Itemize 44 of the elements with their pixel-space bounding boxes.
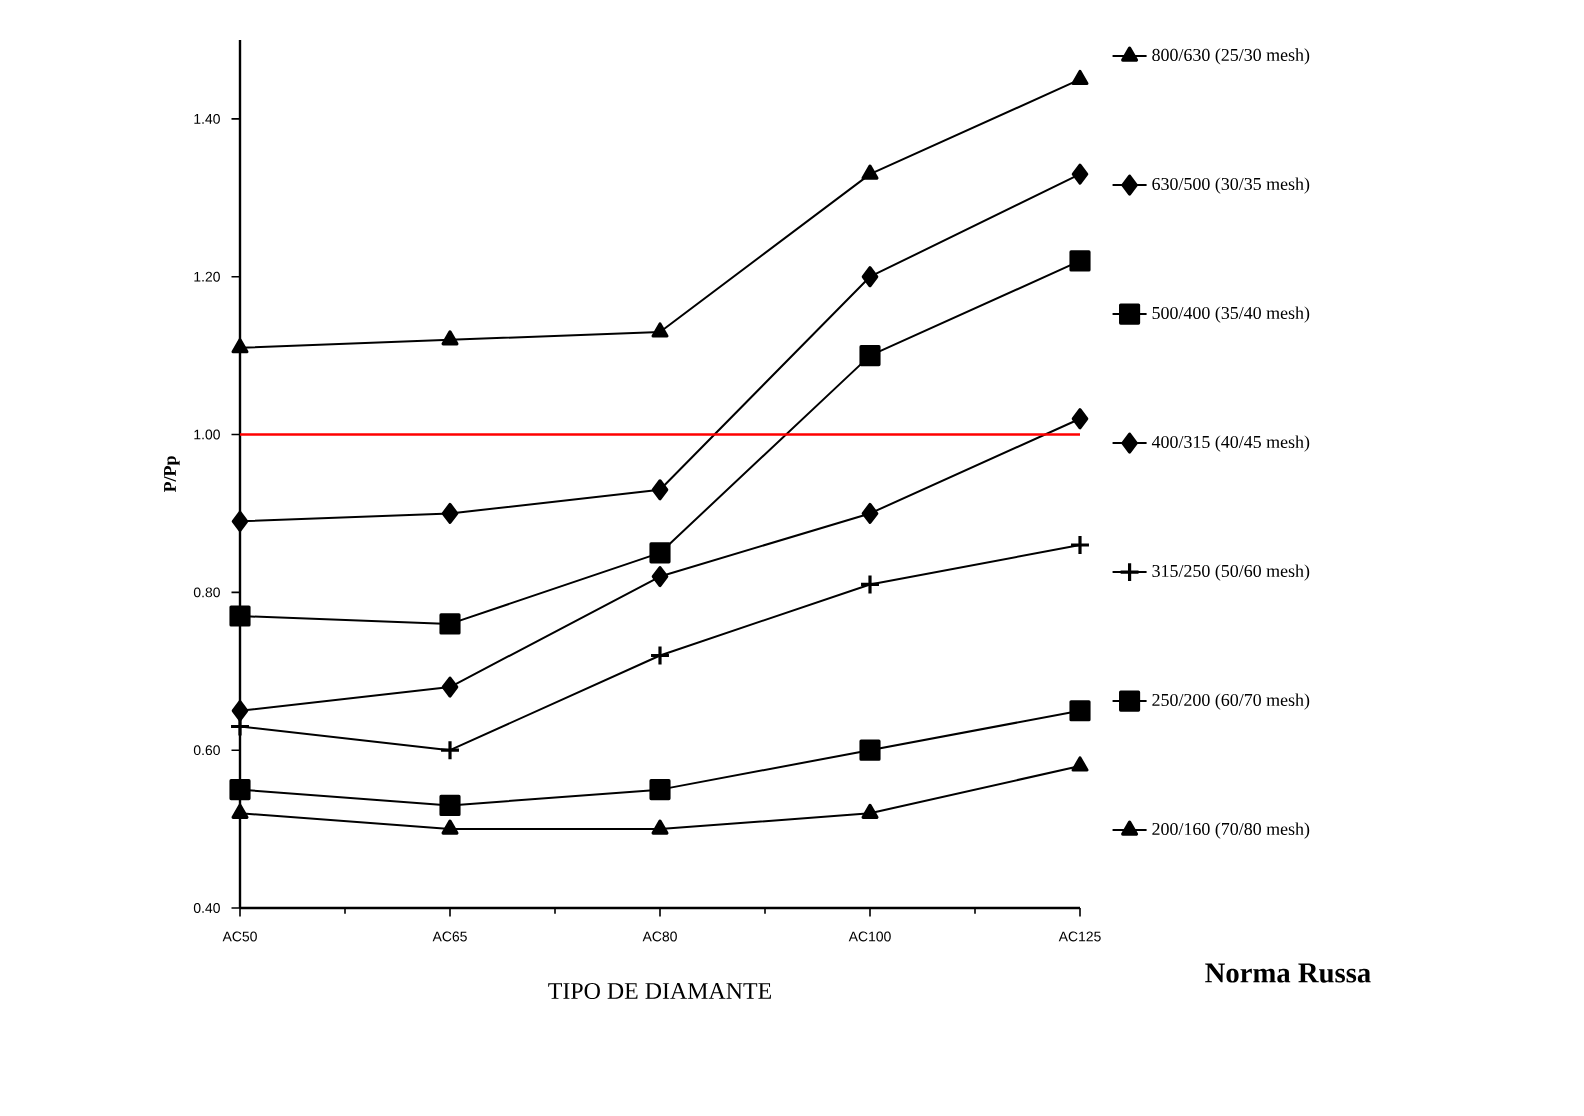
point [859, 345, 881, 367]
point [441, 330, 459, 346]
text: Norma Russa [1205, 963, 1371, 983]
point [651, 819, 669, 835]
point [649, 779, 671, 801]
point [439, 794, 461, 816]
legend-label: 800/630 (25/30 mesh) [1152, 48, 1310, 65]
point [1069, 700, 1091, 722]
point [1071, 408, 1089, 430]
point [229, 605, 251, 627]
point [861, 266, 879, 288]
point [649, 542, 671, 564]
point [1071, 163, 1089, 185]
point [1071, 69, 1089, 86]
point [1069, 250, 1091, 272]
legend-label: 630/500 (30/35 mesh) [1152, 177, 1310, 194]
point [859, 573, 881, 596]
y-axis-title: P/Pp [164, 456, 180, 493]
legend-label: 500/400 (35/40 mesh) [1152, 306, 1310, 323]
point [231, 700, 249, 722]
legend-label: 200/160 (70/80 mesh) [1152, 822, 1310, 839]
legend-label: 400/315 (40/45 mesh) [1151, 435, 1310, 452]
x-axis-title: TIPO DE DIAMANTE [548, 982, 771, 1000]
point [439, 739, 461, 761]
point [229, 779, 251, 801]
point [859, 739, 881, 761]
legend-label: 250/200 (60/70 mesh) [1152, 693, 1310, 710]
point [231, 510, 249, 532]
point [861, 803, 879, 819]
point [231, 338, 249, 354]
point [861, 502, 879, 525]
point [441, 819, 459, 835]
point [651, 479, 669, 501]
point [1069, 534, 1091, 556]
point [861, 164, 879, 180]
point [441, 676, 459, 698]
point [651, 566, 669, 588]
point [1071, 756, 1089, 772]
legend-label: 315/250 (50/60 mesh) [1152, 564, 1310, 581]
point [651, 322, 669, 338]
point [439, 613, 461, 635]
point [649, 644, 671, 667]
point [231, 803, 249, 819]
point [441, 502, 459, 525]
